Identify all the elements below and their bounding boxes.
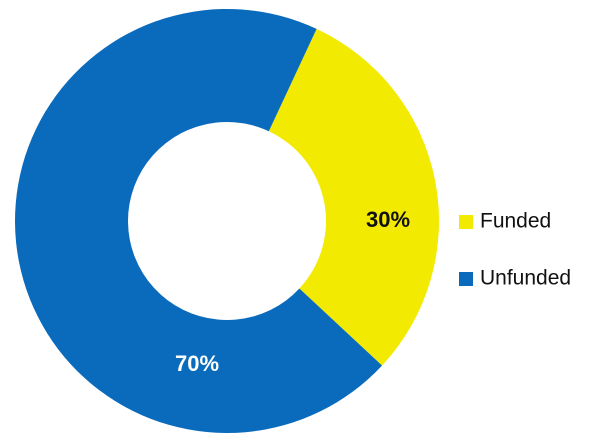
slice-label-unfunded: 70% (175, 351, 219, 376)
slice-funded (268, 28, 439, 366)
legend-label-unfunded: Unfunded (480, 267, 571, 290)
slice-unfunded (15, 9, 383, 433)
legend-swatch-funded (459, 215, 473, 229)
slice-label-funded: 30% (366, 207, 410, 232)
donut-slices (15, 9, 439, 433)
legend-swatch-unfunded (459, 272, 473, 286)
legend-label-funded: Funded (480, 210, 551, 233)
legend: Funded Unfunded (459, 210, 571, 290)
slice-labels: 30% 70% (175, 207, 410, 376)
